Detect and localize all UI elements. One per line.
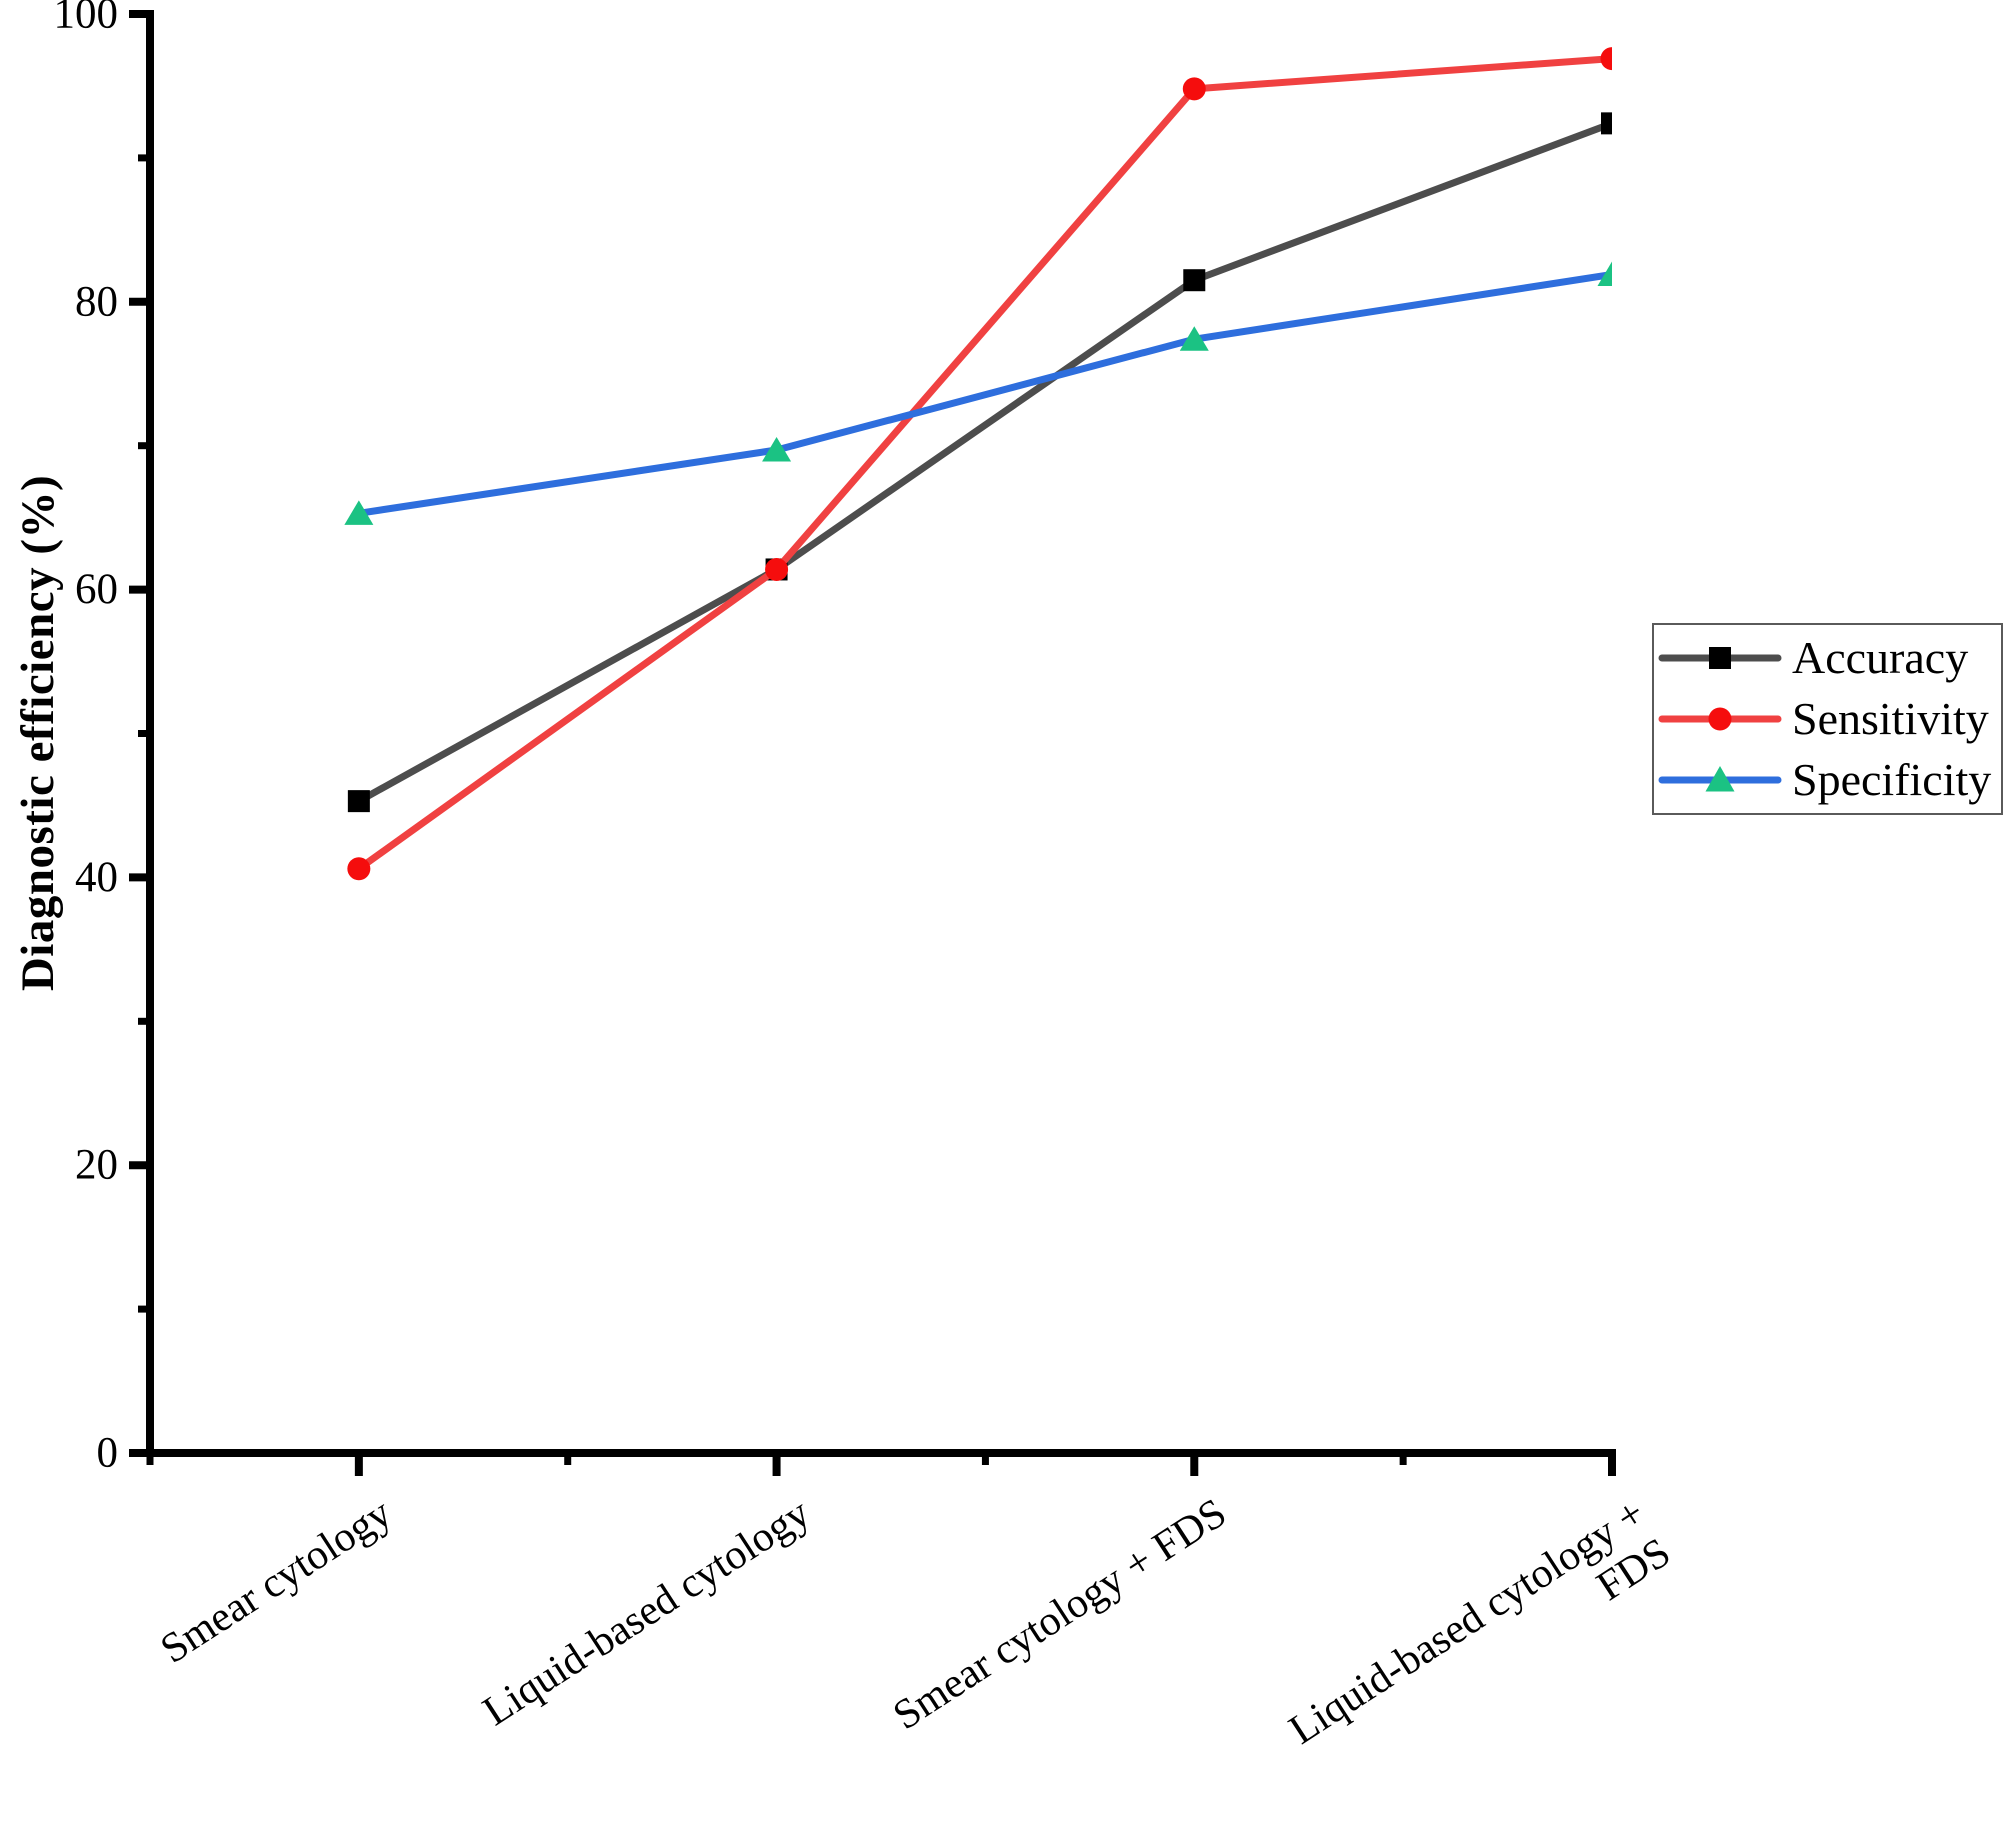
series-accuracy [347, 112, 1612, 813]
legend-entry-accuracy: Accuracy [1658, 628, 1997, 688]
line-chart: 0 20 40 60 80 100 Diagnostic efficiency (%) S… [12, 0, 2003, 1754]
y-tick-label: 80 [75, 278, 118, 325]
square-marker [1183, 269, 1206, 292]
legend-entry-sensitivity: Sensitivity [1658, 689, 1997, 749]
circle-marker [347, 857, 371, 881]
y-tick-label: 40 [75, 854, 118, 901]
circle-marker [765, 557, 789, 581]
legend-label: Sensitivity [1792, 693, 1989, 744]
legend-square-marker-icon [1658, 647, 1782, 669]
triangle-marker [1179, 326, 1209, 351]
legend-circle-marker-icon [1658, 707, 1782, 731]
y-tick-label: 0 [97, 1430, 119, 1477]
circle-marker [1182, 77, 1206, 101]
square-marker [1601, 112, 1612, 135]
legend-box: Accuracy Sensitivity Specificity [1652, 623, 2003, 815]
legend-label: Accuracy [1792, 632, 1969, 683]
series-specificity [344, 261, 1612, 525]
y-axis-title: Diagnostic efficiency (%) [12, 474, 64, 992]
legend-entry-specificity: Specificity [1658, 750, 1997, 810]
triangle-marker [1597, 261, 1612, 286]
square-marker [347, 790, 370, 813]
y-tick-label: 100 [54, 0, 119, 38]
triangle-marker [762, 437, 792, 462]
series-line [355, 55, 1612, 873]
series-sensitivity [347, 47, 1612, 881]
circle-marker [1600, 47, 1612, 71]
y-tick-label: 20 [75, 1142, 118, 1189]
plot-area: 0 20 40 60 80 100 [54, 0, 1616, 1477]
y-tick-label: 60 [75, 566, 118, 613]
legend-label: Specificity [1792, 754, 1992, 805]
series-line [355, 119, 1612, 805]
triangle-marker [344, 500, 374, 525]
legend-triangle-marker-icon [1658, 766, 1782, 792]
series-line [355, 270, 1612, 517]
